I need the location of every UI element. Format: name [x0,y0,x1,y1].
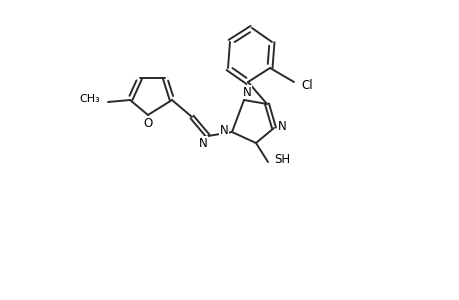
Text: O: O [143,116,152,130]
Text: SH: SH [274,152,290,166]
Text: N: N [198,136,207,149]
Text: N: N [242,85,251,98]
Text: N: N [219,124,228,136]
Text: N: N [277,119,286,133]
Text: CH₃: CH₃ [79,94,100,104]
Text: Cl: Cl [300,79,312,92]
